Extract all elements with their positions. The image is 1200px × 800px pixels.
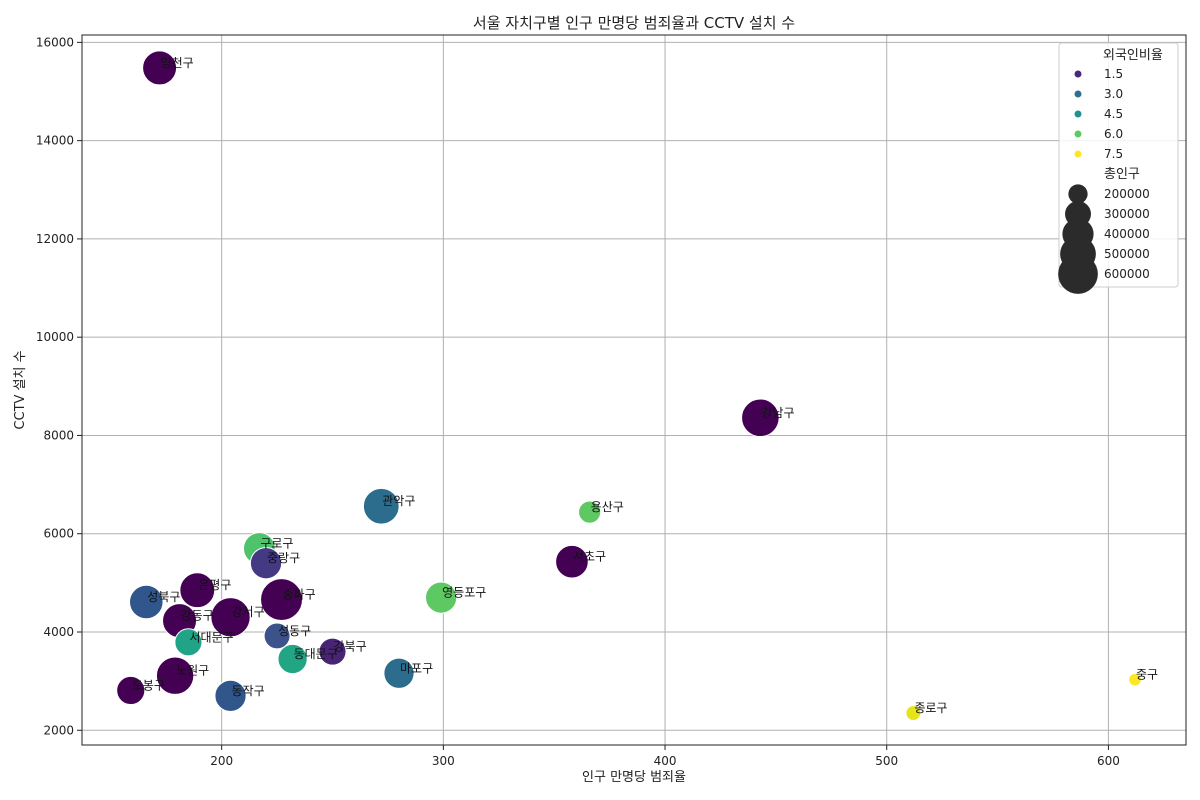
point-label: 강남구	[761, 406, 794, 420]
data-point	[318, 637, 347, 666]
data-point	[116, 675, 146, 706]
data-point	[362, 487, 400, 525]
data-point	[425, 581, 458, 614]
chart-title: 서울 자치구별 인구 만명당 범죄율과 CCTV 설치 수	[473, 14, 795, 32]
hue-legend-marker	[1074, 70, 1082, 78]
axis-ticks: 200 300 400 500 600 2000 4000 6000 8000 10000 1200…	[36, 35, 1120, 768]
hue-legend-label: 6.0	[1104, 127, 1123, 141]
point-label: 강동구	[181, 609, 214, 623]
point-label: 강서구	[232, 605, 265, 619]
data-point	[129, 584, 164, 620]
data-point	[578, 500, 602, 524]
point-label: 강북구	[334, 640, 367, 654]
point-label: 도봉구	[132, 678, 165, 692]
y-tick-label: 16000	[36, 35, 74, 49]
data-point	[555, 544, 589, 579]
point-label: 관악구	[382, 494, 415, 508]
size-legend-label: 600000	[1104, 267, 1150, 281]
data-point	[174, 628, 203, 657]
hue-legend-label: 4.5	[1104, 107, 1123, 121]
point-label: 마포구	[400, 661, 433, 675]
x-tick-label: 500	[875, 754, 898, 768]
x-tick-label: 400	[654, 754, 677, 768]
data-point	[263, 622, 291, 650]
size-legend-label: 200000	[1104, 187, 1150, 201]
data-point	[155, 656, 195, 695]
x-tick-label: 600	[1097, 754, 1120, 768]
data-point	[214, 679, 247, 712]
hue-legend-title: 외국인비율	[1103, 48, 1163, 63]
point-label: 서초구	[573, 550, 606, 564]
hue-legend-label: 1.5	[1104, 67, 1123, 81]
point-label: 서대문구	[189, 630, 233, 644]
hue-legend-label: 7.5	[1104, 147, 1123, 161]
point-label: 동작구	[232, 684, 265, 698]
data-point	[260, 578, 303, 622]
x-tick-label: 300	[432, 754, 455, 768]
hue-legend-label: 3.0	[1104, 87, 1123, 101]
data-point	[383, 657, 415, 689]
data-point	[1128, 672, 1142, 687]
point-label: 송파구	[283, 588, 316, 602]
point-label: 중구	[1136, 668, 1158, 682]
point-label: 노원구	[176, 664, 209, 678]
hue-legend-marker	[1074, 150, 1082, 158]
data-point	[210, 597, 251, 638]
y-tick-label: 10000	[36, 330, 74, 344]
size-legend-title: 총인구	[1104, 167, 1140, 182]
point-label: 종로구	[914, 701, 947, 715]
point-label: 성동구	[278, 624, 311, 638]
point-label: 은평구	[198, 578, 231, 592]
point-label: 구로구	[260, 536, 293, 550]
point-label: 용산구	[591, 500, 624, 514]
y-tick-label: 6000	[43, 527, 74, 541]
y-tick-label: 4000	[43, 625, 74, 639]
hue-legend-marker	[1074, 130, 1082, 138]
grid	[82, 35, 1186, 745]
legend: 외국인비율 1.5 3.0 4.5 6.0 7.5 총인구 200000 300000 40000…	[1058, 42, 1179, 294]
size-legend-marker	[1058, 254, 1098, 294]
plot-frame	[81, 34, 1187, 746]
y-tick-label: 2000	[43, 723, 74, 737]
hue-legend-marker	[1074, 110, 1082, 118]
y-tick-label: 12000	[36, 232, 74, 246]
size-legend-label: 300000	[1104, 207, 1150, 221]
x-tick-label: 200	[210, 754, 233, 768]
data-point	[142, 50, 178, 86]
y-tick-label: 8000	[43, 428, 74, 442]
hue-legend-marker	[1074, 90, 1082, 98]
y-axis-title: CCTV 설치 수	[13, 350, 28, 429]
data-point	[741, 398, 780, 438]
point-label: 성북구	[147, 590, 180, 604]
size-legend-marker	[1068, 184, 1088, 204]
x-axis-title: 인구 만명당 범죄율	[582, 770, 686, 785]
point-label: 영등포구	[442, 586, 486, 600]
data-point	[249, 547, 283, 580]
size-legend-label: 400000	[1104, 227, 1150, 241]
y-tick-label: 14000	[36, 134, 74, 148]
data-point	[179, 572, 216, 609]
point-label: 양천구	[161, 55, 194, 70]
size-legend-label: 500000	[1104, 247, 1150, 261]
data-point	[905, 705, 922, 721]
data-point	[277, 643, 308, 675]
point-label: 동대문구	[294, 647, 338, 661]
point-label: 중랑구	[267, 551, 300, 565]
